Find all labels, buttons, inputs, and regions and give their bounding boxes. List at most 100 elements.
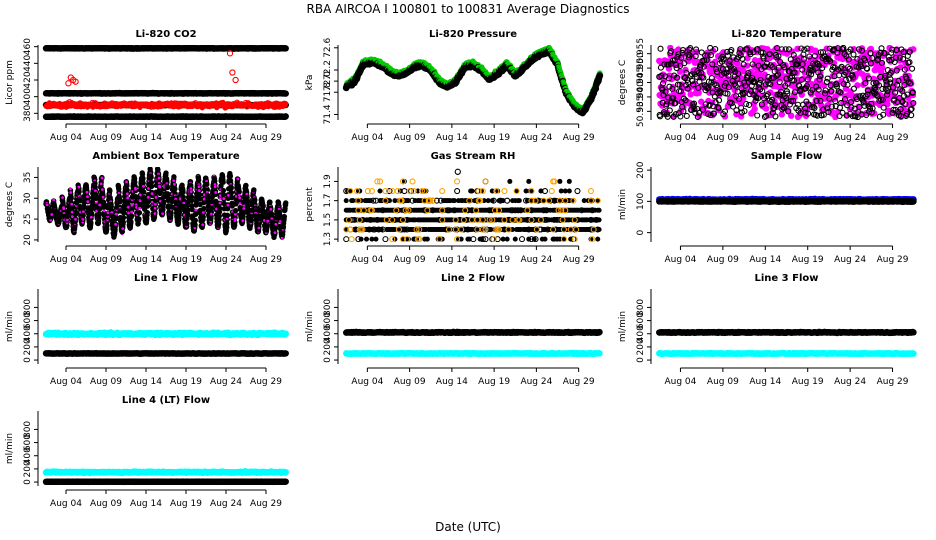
data-point <box>842 69 849 76</box>
data-point <box>839 109 846 116</box>
chart-title: Li-820 Pressure <box>429 29 517 40</box>
data-point <box>735 70 742 77</box>
data-point <box>906 48 913 55</box>
data-point <box>860 99 867 106</box>
data-point <box>204 187 210 193</box>
data-point <box>761 71 769 78</box>
data-point <box>92 191 99 198</box>
data-point <box>888 49 895 56</box>
data-point <box>715 105 722 112</box>
data-point <box>750 100 758 107</box>
data-point <box>184 220 190 227</box>
data-point <box>722 79 729 87</box>
data-point <box>69 191 73 194</box>
y-tick-label: 71.8 <box>323 82 333 102</box>
data-point <box>713 65 720 73</box>
data-point <box>811 104 818 111</box>
y-tick-label: 71.4 <box>323 104 333 124</box>
data-point <box>829 72 836 80</box>
data-point <box>161 194 167 200</box>
data-point <box>881 50 888 57</box>
data-point <box>909 65 916 72</box>
data-point <box>875 82 883 89</box>
data-point <box>226 50 234 57</box>
data-point <box>129 204 135 210</box>
data-point <box>900 92 908 99</box>
data-point <box>755 62 762 69</box>
data-point <box>865 75 872 82</box>
data-point <box>785 108 792 115</box>
data-point <box>801 46 808 53</box>
data-point <box>101 188 104 192</box>
x-tick-label: Aug 14 <box>130 133 162 143</box>
data-point <box>848 104 855 111</box>
data-point <box>755 95 762 102</box>
data-point <box>683 69 690 76</box>
data-point <box>770 105 777 113</box>
data-point <box>197 185 201 189</box>
data-point <box>180 189 186 195</box>
chart-pressure: Li-820 PressurekPa71.471.872.072.272.6Au… <box>305 29 604 143</box>
data-point <box>136 216 142 222</box>
data-point <box>739 55 746 62</box>
data-point <box>847 46 854 53</box>
y-tick-label: 72.6 <box>323 37 333 57</box>
data-point <box>282 45 289 52</box>
data-point <box>695 89 702 97</box>
data-point <box>907 80 914 87</box>
data-point <box>721 108 729 115</box>
data-point <box>705 78 712 85</box>
data-point <box>157 186 163 192</box>
data-point <box>679 49 686 56</box>
data-point <box>670 94 677 101</box>
data-point <box>204 181 210 188</box>
data-point <box>704 52 711 59</box>
data-point <box>814 61 821 68</box>
data-point <box>126 196 129 200</box>
data-point <box>662 88 669 95</box>
data-point <box>113 214 119 220</box>
data-point <box>716 97 723 104</box>
data-point <box>726 58 733 65</box>
data-point <box>735 95 743 102</box>
data-point <box>665 75 673 82</box>
data-point <box>752 88 759 95</box>
data-point <box>89 203 95 209</box>
data-point <box>720 56 727 63</box>
data-point <box>698 49 705 56</box>
data-point <box>657 113 664 120</box>
data-point <box>784 80 791 87</box>
data-point <box>896 54 903 61</box>
data-point <box>121 206 127 213</box>
data-point <box>77 185 81 189</box>
data-point <box>200 205 207 212</box>
data-point <box>172 186 178 192</box>
y-tick-label: 50.940 <box>636 81 646 113</box>
data-point <box>677 113 684 120</box>
data-point <box>107 188 113 194</box>
data-point <box>699 106 706 113</box>
data-point <box>743 46 751 53</box>
data-point <box>816 76 823 83</box>
data-point <box>907 106 914 113</box>
data-point <box>762 105 770 112</box>
data-point <box>794 57 801 64</box>
data-point <box>901 81 908 89</box>
data-point <box>672 100 679 107</box>
data-point <box>713 68 720 75</box>
data-point <box>680 95 687 102</box>
data-point <box>708 79 715 86</box>
data-point <box>134 187 137 191</box>
data-point <box>844 64 852 71</box>
data-point <box>81 217 85 221</box>
data-point <box>202 197 206 201</box>
data-point <box>867 60 874 67</box>
data-point <box>710 110 718 117</box>
data-point <box>193 202 199 208</box>
data-point <box>693 46 700 53</box>
data-point <box>746 101 753 108</box>
data-point <box>698 98 705 105</box>
data-point <box>798 76 805 83</box>
